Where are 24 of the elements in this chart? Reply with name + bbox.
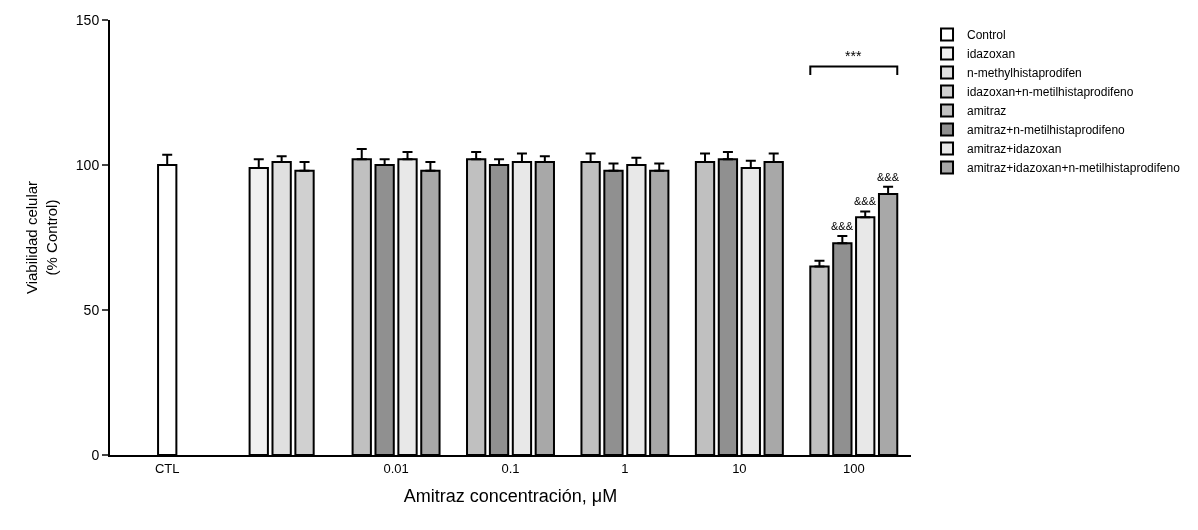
x-axis-title: Amitraz concentración, μM [403, 486, 618, 507]
legend-label: amitraz+idazoxan [967, 142, 1062, 157]
y-tick-label: 50 [83, 301, 100, 318]
y-tick-label: 150 [75, 11, 100, 28]
y-tick-label: 0 [91, 446, 100, 463]
y-tick-label: 100 [75, 156, 100, 173]
x-tick-label: 10 [732, 460, 747, 476]
legend-label: amitraz+n-metilhistaprodifeno [967, 123, 1126, 138]
data-label: &&& [854, 195, 877, 207]
legend-label: idazoxan [967, 47, 1016, 62]
data-label: &&& [877, 171, 900, 183]
x-tick-label: CTL [154, 460, 180, 476]
x-tick-label: 0.01 [383, 460, 409, 476]
x-tick-label: 1 [621, 460, 629, 476]
legend-label: amitraz [967, 104, 1007, 119]
legend-label: Control [967, 28, 1006, 43]
y-axis-title: Viabilidad celular (% Control) [23, 180, 60, 295]
legend-label: n-methylhistaprodifen [967, 66, 1082, 81]
x-tick-label: 100 [842, 460, 865, 476]
legend-label: idazoxan+n-metilhistaprodifeno [967, 85, 1134, 100]
legend-label: amitraz+idazoxan+n-metilhistaprodifeno [967, 161, 1181, 176]
x-tick-label: 0.1 [501, 460, 520, 476]
data-label: &&& [831, 220, 854, 232]
annotation: *** [845, 48, 862, 64]
